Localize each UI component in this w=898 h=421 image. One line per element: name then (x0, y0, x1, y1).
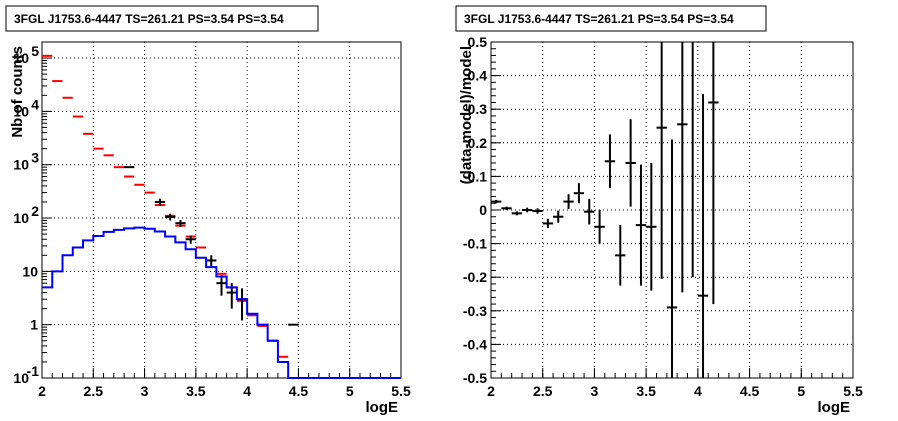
residual-point (646, 162, 657, 291)
y-tick-label: -0.3 (463, 303, 487, 319)
x-tick-label: 2.5 (84, 383, 104, 399)
y-tick-label: 10 (13, 210, 29, 226)
title-box (5, 5, 319, 32)
y-tick-label: 10 (13, 157, 29, 173)
x-tick-label: 5 (346, 383, 354, 399)
residual-point (594, 210, 605, 244)
y-tick-label: 0.3 (468, 101, 488, 117)
y-tick-label: -0.5 (463, 370, 487, 386)
residual-point (522, 207, 533, 213)
x-tick-label: 3 (141, 383, 149, 399)
count-marker (206, 255, 217, 268)
y-tick-exponent: 4 (31, 96, 39, 112)
x-tick-label: 2 (487, 383, 495, 399)
chart-title: 3FGL J1753.6-4447 TS=261.21 PS=3.54 PS=3… (464, 12, 734, 26)
chart-title: 3FGL J1753.6-4447 TS=261.21 PS=3.54 PS=3… (14, 12, 284, 26)
x-tick-label: 4 (694, 383, 702, 399)
residual-point (532, 208, 543, 214)
y-tick-label: 1 (30, 317, 38, 333)
x-tick-label: 5.5 (391, 383, 411, 399)
residual-point (584, 198, 595, 225)
residual-point (553, 210, 564, 223)
x-tick-label: 3 (591, 383, 599, 399)
x-tick-label: 2.5 (533, 383, 553, 399)
y-tick-label: 10 (13, 370, 29, 386)
residual-point (542, 218, 554, 229)
y-tick-label: -0.2 (463, 269, 487, 285)
x-tick-label: 4.5 (740, 383, 760, 399)
count-marker (185, 235, 196, 244)
residual-point (635, 164, 647, 286)
y-tick-label: 0.2 (468, 135, 488, 151)
y-tick-exponent: -1 (27, 363, 40, 379)
y-tick-label: 0 (479, 202, 487, 218)
x-tick-label: 5 (797, 383, 805, 399)
y-tick-label: 10 (13, 103, 29, 119)
residual-point (666, 139, 678, 378)
y-tick-exponent: 2 (31, 203, 39, 219)
x-tick-label: 2 (38, 383, 46, 399)
model-step-line (42, 226, 401, 379)
y-axis-title: Nb of counts (9, 46, 26, 138)
plot-frame (41, 41, 402, 379)
residual-point (625, 119, 636, 207)
y-axis-title: (data-model)/model (458, 46, 475, 184)
count-marker (154, 198, 166, 206)
x-tick-label: 4.5 (289, 383, 309, 399)
y-tick-exponent: 3 (31, 150, 39, 166)
count-marker (165, 213, 176, 221)
residual-point (491, 199, 502, 204)
residual-point (615, 225, 626, 286)
y-tick-exponent: 5 (31, 43, 39, 59)
residual-point (677, 42, 688, 293)
x-tick-label: 3.5 (186, 383, 206, 399)
x-tick-label: 3.5 (636, 383, 656, 399)
residual-point (511, 211, 523, 216)
count-marker (175, 219, 186, 227)
title-box (455, 5, 767, 32)
y-tick-label: 0.1 (468, 168, 488, 184)
y-tick-label: -0.1 (463, 236, 487, 252)
x-tick-label: 4 (243, 383, 251, 399)
y-tick-label: 10 (22, 263, 38, 279)
y-tick-label: -0.4 (463, 336, 487, 352)
residual-point (501, 206, 512, 210)
count-marker (216, 275, 227, 296)
count-marker (236, 288, 248, 321)
residual-point (656, 42, 667, 279)
residual-point (697, 94, 709, 378)
x-tick-label: 5.5 (843, 383, 863, 399)
residuals-panel: 2 2.5 3 3.5 4 4.5 5 5.5 -0.5 -0.4 -0.3 -0.2 -0.1 0 0.1… (455, 5, 863, 416)
residual-point (708, 42, 719, 305)
residual-point (563, 194, 574, 209)
y-tick-label: 10 (13, 50, 29, 66)
residual-point (573, 183, 585, 204)
residual-point (604, 134, 616, 189)
x-axis-title: logE (366, 399, 399, 416)
y-tick-label: 0.4 (468, 68, 488, 84)
x-axis-title: logE (818, 399, 851, 416)
y-tick-label: 0.5 (468, 34, 488, 50)
